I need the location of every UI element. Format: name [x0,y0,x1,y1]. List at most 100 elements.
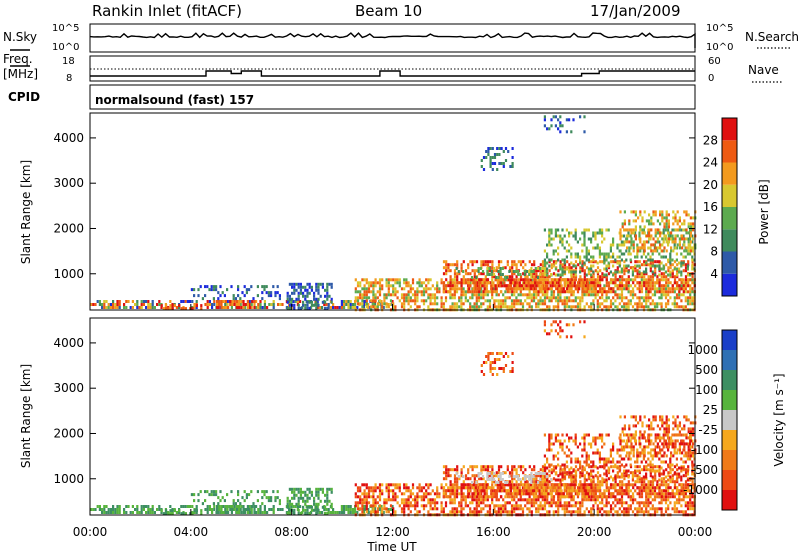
velocity-cell [522,492,525,496]
velocity-cell [495,495,498,499]
velocity-cell [242,505,245,508]
power-cell [570,305,573,309]
velocity-cell [416,486,419,490]
power-cell [211,306,214,309]
power-cell [418,305,421,309]
power-cell [673,299,676,303]
velocity-cell [625,492,628,496]
power-cell [658,264,661,268]
power-cell [639,246,642,250]
power-cell [565,302,569,306]
power-cell [456,284,459,288]
beam-title: Beam 10 [355,2,422,20]
power-cell [479,278,482,282]
power-cell [290,300,293,303]
velocity-cell [231,508,234,511]
power-cell [605,228,608,232]
power-cell [610,278,613,282]
power-cell [592,264,595,268]
velocity-cell [656,507,659,511]
velocity-cell [363,483,366,487]
power-cell [627,264,630,268]
power-cell [481,270,485,273]
power-cell [400,302,404,306]
power-cell [665,213,668,217]
velocity-cell [563,501,566,505]
power-cell [627,270,630,274]
power-cell [592,246,595,250]
power-cell [649,255,652,259]
power-cell [370,281,373,285]
power-cell [587,228,590,232]
velocity-cell [382,511,385,514]
power-cell [647,293,650,297]
velocity-cell [552,501,555,505]
velocity-cell [385,501,388,505]
power-cell [354,296,357,300]
velocity-cell [332,511,335,514]
velocity-cell [414,501,417,505]
velocity-cell [658,483,661,487]
power-cell [660,284,663,288]
velocity-cell [256,490,259,494]
power-cell [288,306,291,310]
velocity-cell [403,492,406,496]
power-cell [683,210,686,214]
power-cell [370,284,373,288]
velocity-cell [638,507,641,511]
power-cell [131,306,134,309]
power-cell [464,272,468,276]
power-cell [574,264,577,268]
power-cell [627,305,630,309]
power-cell [665,228,668,232]
power-cell [462,302,465,306]
power-cell [488,267,491,270]
power-cell [356,296,360,300]
velocity-cell [330,505,333,509]
power-cell [204,285,207,289]
power-cell [638,305,641,309]
power-cell [462,290,465,294]
velocity-cell [623,507,626,511]
velocity-cell [493,492,496,496]
velocity-cell [484,480,487,484]
power-cell [516,287,519,291]
power-cell [422,299,426,303]
power-cell [488,290,492,294]
power-cell [563,296,566,300]
power-cell [565,118,568,122]
power-cell [570,246,573,250]
power-cell [618,281,622,285]
power-cell [221,291,224,295]
power-cell [326,306,329,310]
power-cell [403,278,406,282]
velocity-cell [519,507,522,511]
velocity-cell [557,510,560,514]
velocity-cell [387,489,390,493]
velocity-cell [530,510,533,514]
power-cell [238,300,241,303]
power-cell [274,294,277,298]
power-cell [94,303,97,306]
velocity-cell [563,495,567,499]
power-cell [543,249,546,253]
power-cell [374,278,377,282]
velocity-cell [493,504,496,508]
power-cell [244,306,247,309]
velocity-cell [440,486,443,490]
velocity-cell [440,504,443,508]
power-cell [464,290,467,294]
power-cell [583,287,586,291]
velocity-cell [211,508,214,511]
power-cell [491,263,494,267]
power-cell [543,302,547,306]
power-cell [643,260,646,264]
power-cell [219,285,222,289]
power-cell [261,297,264,301]
power-cell [669,273,672,277]
power-cell [480,159,483,162]
power-cell [684,255,687,259]
power-cell [136,300,139,303]
velocity-cell [535,492,538,496]
velocity-cell [218,508,221,511]
